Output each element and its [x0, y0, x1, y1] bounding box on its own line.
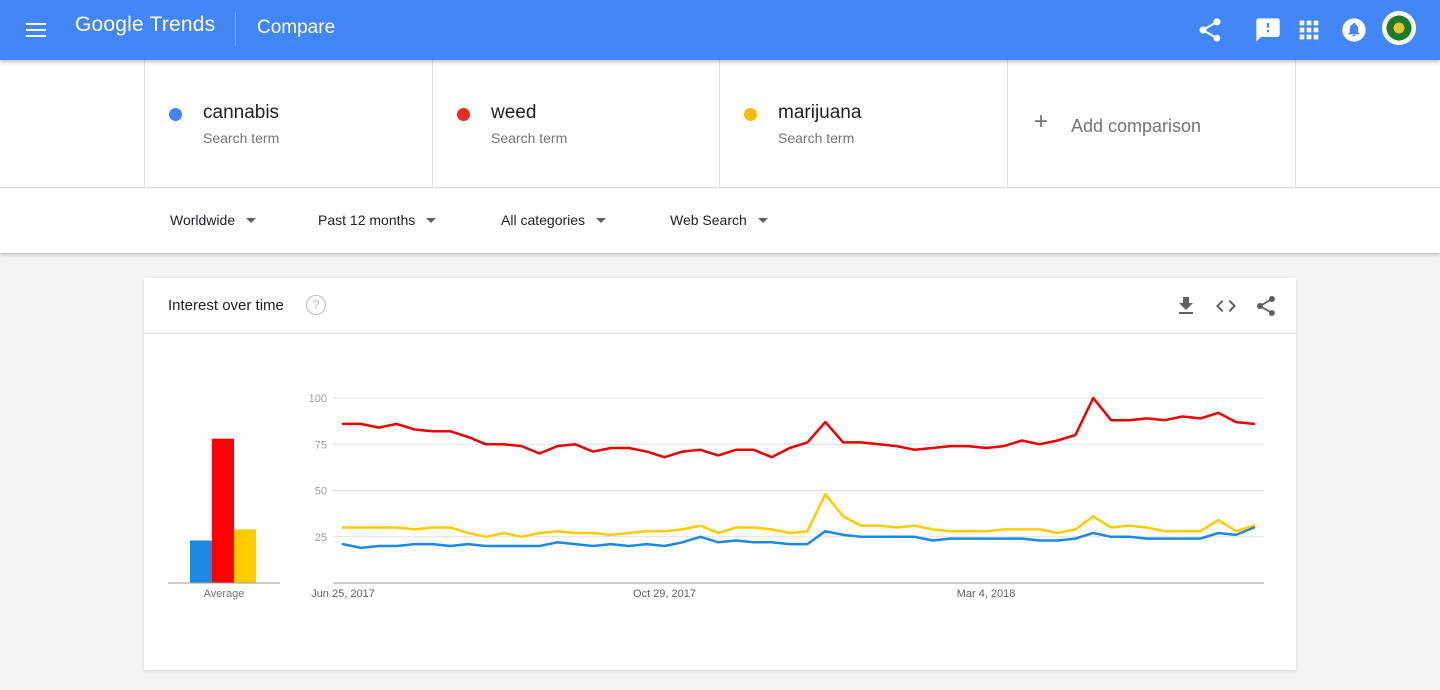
header-divider [235, 12, 236, 46]
series-color-dot [457, 108, 470, 121]
chevron-down-icon [596, 217, 607, 223]
avatar[interactable] [1382, 11, 1416, 45]
average-bar-marijuana[interactable] [234, 529, 256, 583]
filter-category[interactable]: All categories [501, 212, 607, 228]
filter-label: Worldwide [170, 212, 236, 228]
feedback-icon[interactable] [1254, 16, 1282, 44]
app-header: Google Trends Compare [0, 0, 1440, 60]
google-trends-logo[interactable]: Google Trends [75, 13, 216, 36]
series-line-marijuana[interactable] [341, 492, 1256, 539]
comparison-bar: cannabis Search term weed Search term ma… [0, 60, 1440, 188]
menu-icon[interactable] [22, 18, 50, 42]
notifications-icon[interactable] [1340, 16, 1368, 44]
card-title: Interest over time [168, 297, 284, 314]
share-icon[interactable] [1254, 294, 1278, 318]
average-bar-cannabis[interactable] [190, 540, 212, 583]
series-color-dot [169, 108, 182, 121]
term-name: cannabis [203, 102, 280, 123]
filter-label: Web Search [670, 212, 747, 228]
filter-label: All categories [501, 212, 586, 228]
average-bar-weed[interactable] [212, 438, 234, 583]
help-icon[interactable]: ? [306, 295, 326, 315]
filter-search-type[interactable]: Web Search [670, 212, 768, 228]
term-card-cannabis[interactable]: cannabis Search term [144, 60, 433, 188]
term-type: Search term [491, 130, 568, 146]
term-type: Search term [778, 130, 855, 146]
card-header: Interest over time ? [144, 278, 1296, 334]
filter-location[interactable]: Worldwide [170, 212, 257, 228]
series-line-weed[interactable] [341, 396, 1256, 459]
filter-time-range[interactable]: Past 12 months [318, 212, 437, 228]
term-type: Search term [203, 130, 280, 146]
term-name: weed [491, 102, 537, 123]
add-comparison-label: Add comparison [1071, 116, 1202, 136]
embed-icon[interactable] [1214, 294, 1238, 318]
term-card-marijuana[interactable]: marijuana Search term [719, 60, 1008, 188]
download-icon[interactable] [1174, 294, 1198, 318]
series-color-dot [744, 108, 757, 121]
chevron-down-icon [757, 217, 768, 223]
term-card-weed[interactable]: weed Search term [432, 60, 720, 188]
plus-icon: + [1034, 108, 1049, 135]
add-comparison-button[interactable]: + Add comparison [1007, 60, 1296, 188]
apps-icon[interactable] [1295, 16, 1323, 44]
filter-label: Past 12 months [318, 212, 416, 228]
chevron-down-icon [426, 217, 437, 223]
term-name: marijuana [778, 102, 862, 123]
page-title: Compare [257, 17, 336, 38]
filter-bar: Worldwide Past 12 months All categories … [0, 189, 1440, 253]
chevron-down-icon [246, 217, 257, 223]
interest-over-time-card: Interest over time ? [144, 278, 1296, 670]
share-icon[interactable] [1196, 16, 1224, 44]
series-line-cannabis[interactable] [341, 526, 1256, 550]
